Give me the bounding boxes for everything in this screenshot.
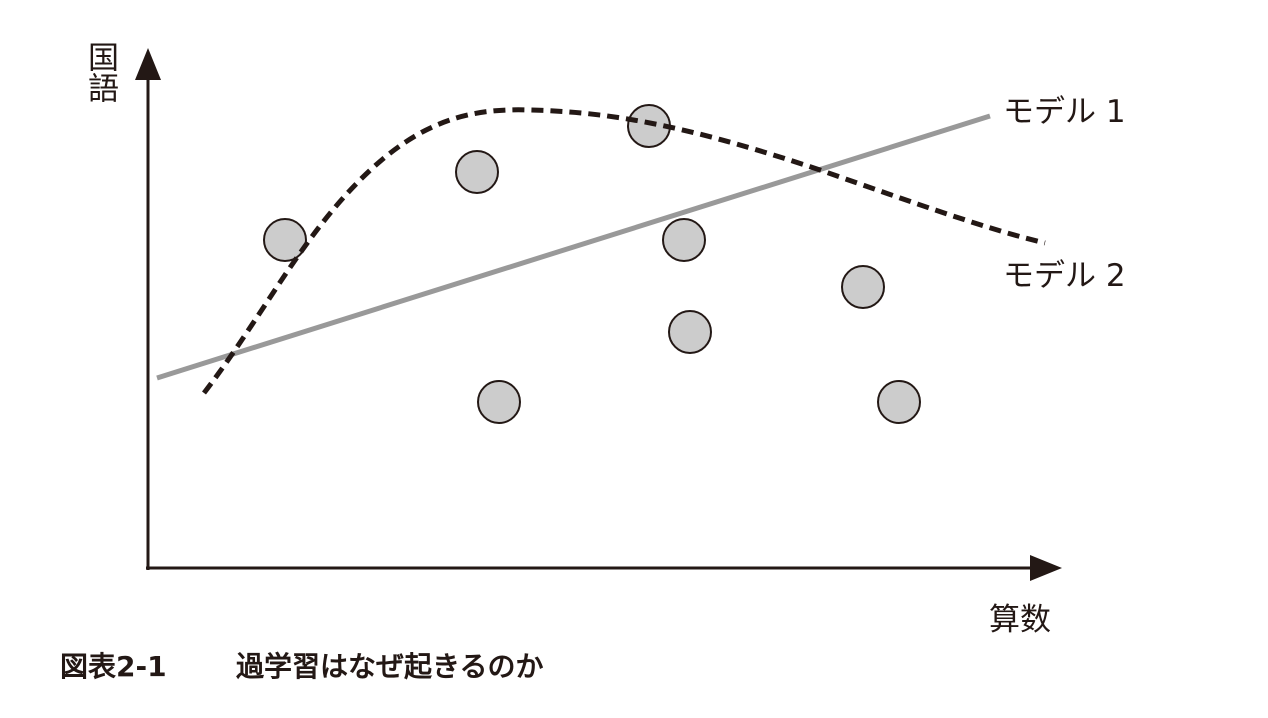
x-arrow bbox=[1030, 555, 1062, 581]
points bbox=[263, 104, 921, 424]
x-axis-label: 算数 bbox=[989, 602, 1051, 638]
caption-title: 過学習はなぜ起きるのか bbox=[236, 650, 543, 683]
point bbox=[455, 150, 499, 194]
point bbox=[662, 218, 706, 262]
model-1-line bbox=[156, 113, 991, 381]
model-label: モデル 2 bbox=[1003, 258, 1126, 294]
y-axis-label: 国語 bbox=[82, 41, 118, 103]
caption-number: 図表2-1 bbox=[60, 650, 167, 683]
model-2-curve bbox=[202, 107, 1046, 395]
point bbox=[668, 310, 712, 354]
model-label: モデル 1 bbox=[1003, 94, 1126, 130]
point bbox=[877, 380, 921, 424]
point bbox=[841, 265, 885, 309]
y-arrow bbox=[135, 48, 161, 80]
point bbox=[263, 218, 307, 262]
point bbox=[477, 380, 521, 424]
